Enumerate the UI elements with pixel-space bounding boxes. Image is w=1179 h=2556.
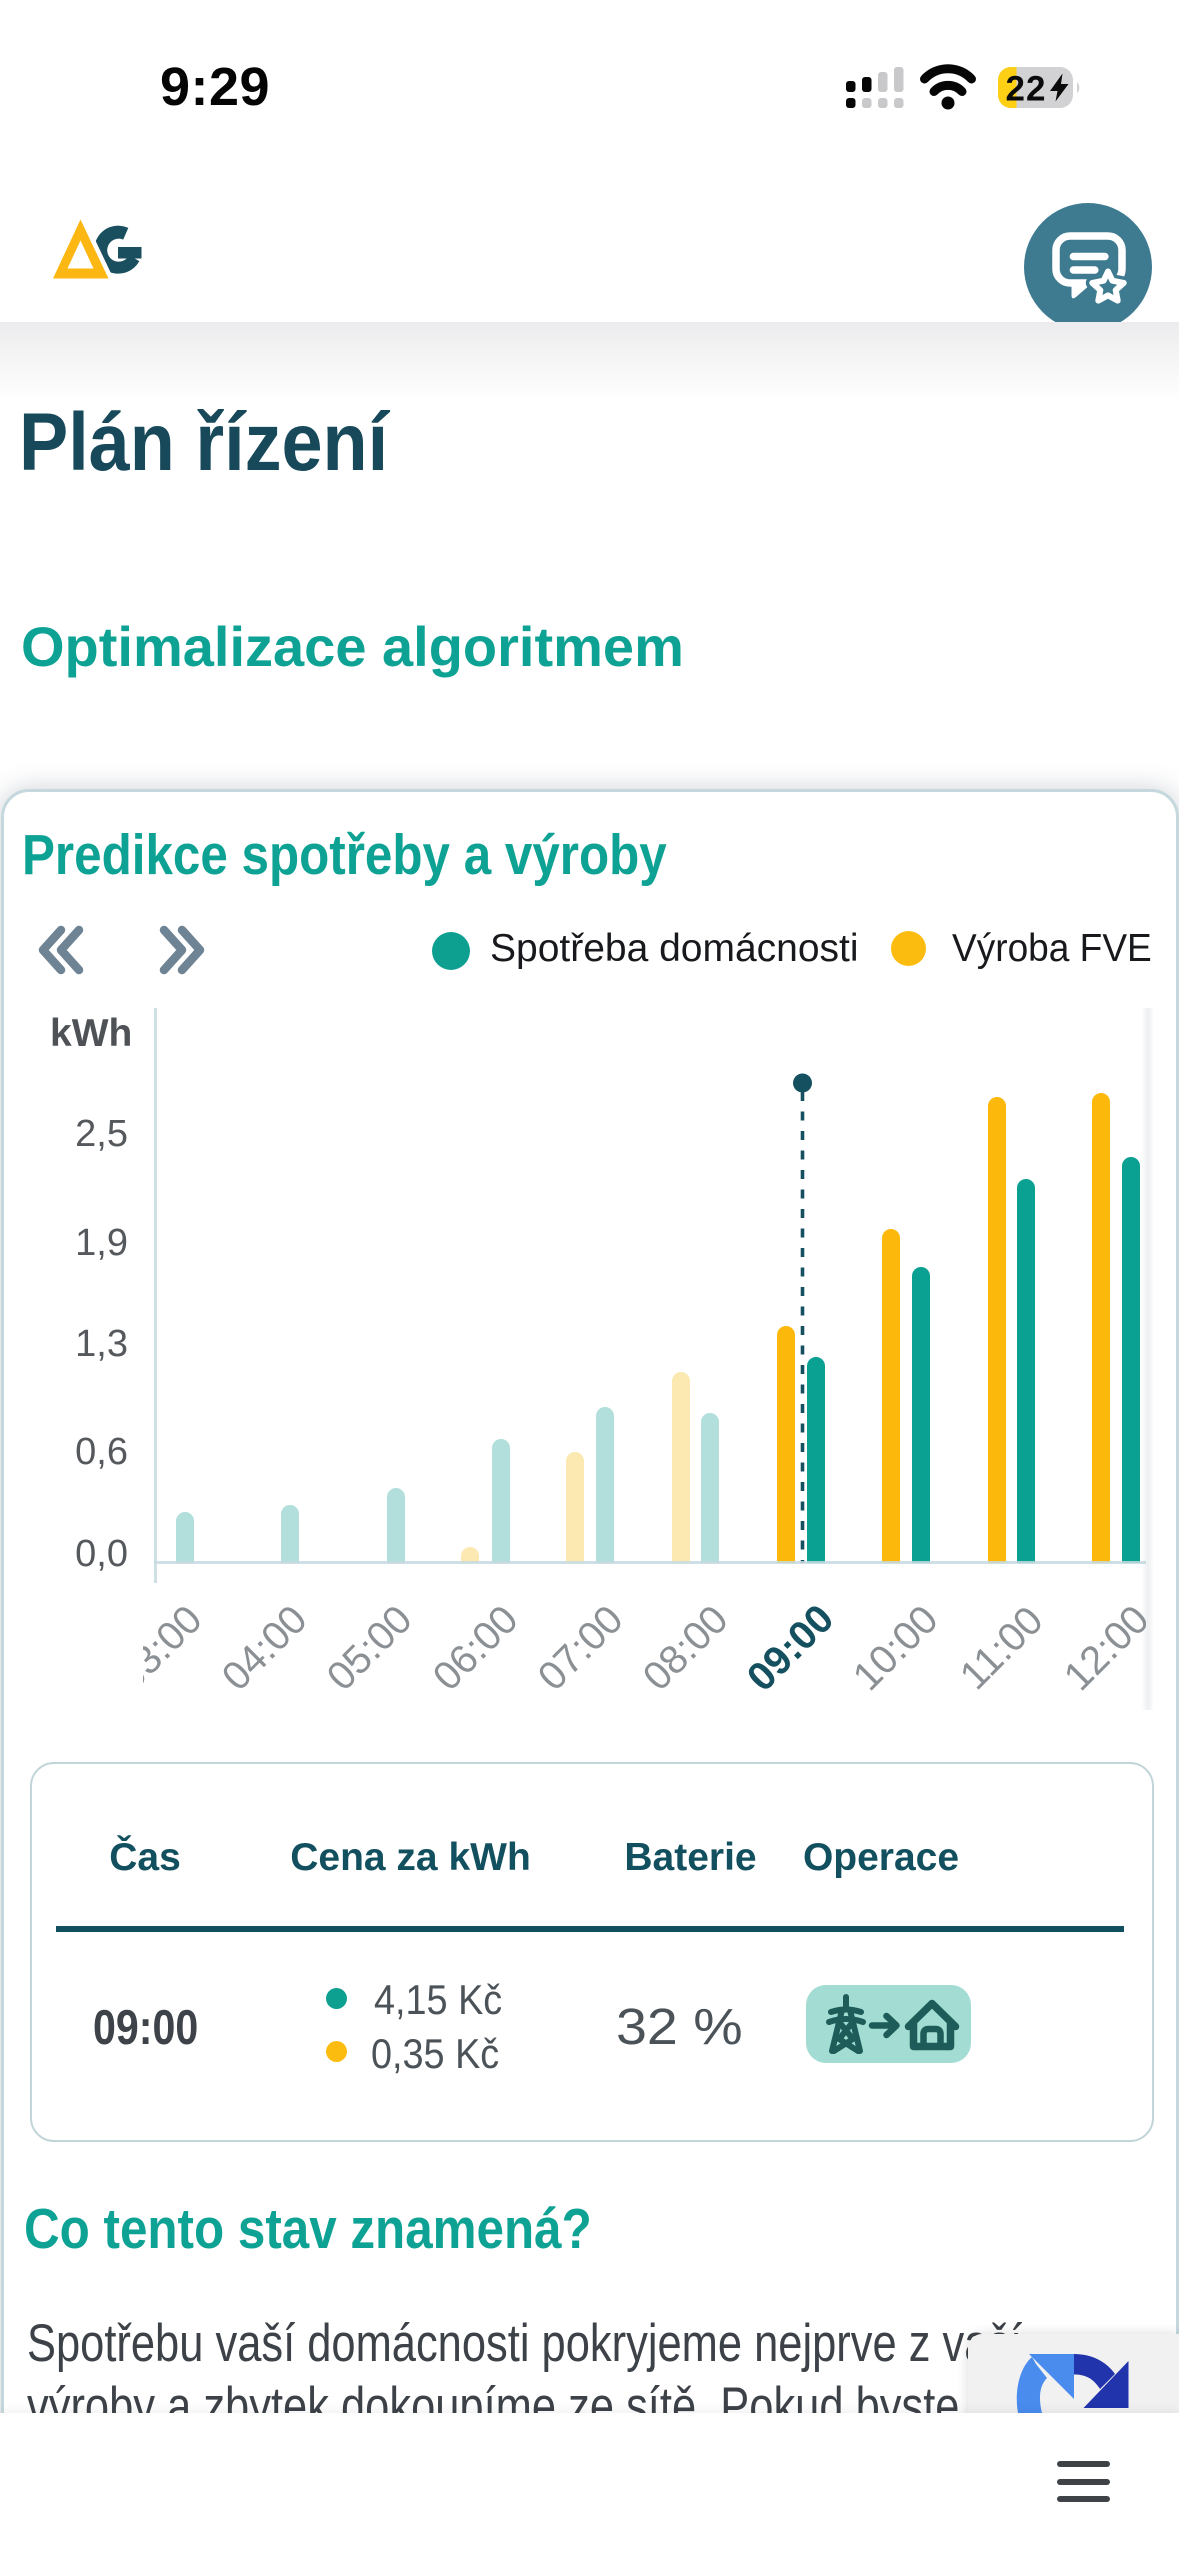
svg-text:22: 22 xyxy=(1006,70,1047,109)
